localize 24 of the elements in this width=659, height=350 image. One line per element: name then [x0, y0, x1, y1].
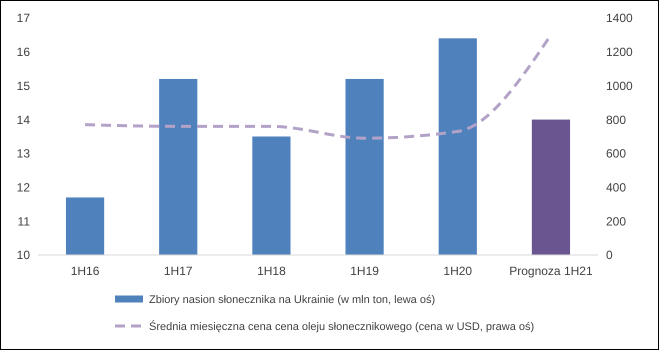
x-tick-label: Prognoza 1H21: [509, 264, 593, 278]
y-tick-label: 13: [16, 146, 30, 161]
x-tick-label: 1H17: [164, 264, 193, 278]
y2-tick-label: 800: [606, 112, 626, 127]
y2-tick-label: 1200: [606, 45, 634, 60]
y2-tick-label: 1400: [606, 11, 634, 26]
x-tick-label: 1H16: [70, 264, 100, 278]
y2-tick-label: 0: [606, 248, 613, 262]
legend-label: Średnia miesięczna cena cena oleju słonecznikowego (cena w USD, prawa oś): [149, 320, 534, 333]
y2-tick-label: 400: [606, 180, 626, 194]
y-tick-label: 10: [16, 248, 30, 262]
y2-tick-label: 600: [606, 146, 626, 161]
y-tick-label: 11: [18, 214, 30, 228]
x-tick-label: 1H19: [350, 264, 380, 278]
y-tick-label: 15: [16, 78, 30, 93]
x-tick-label: 1H18: [257, 264, 286, 278]
y-tick-label: 17: [16, 11, 30, 26]
y-tick-label: 12: [16, 180, 30, 194]
y-tick-label: 14: [16, 112, 30, 127]
legend-label: Zbiory nasion słonecznika na Ukrainie (w mln ton, lewa oś): [149, 294, 436, 306]
y2-tick-label: 1000: [606, 78, 634, 93]
y2-tick-label: 200: [606, 214, 626, 228]
x-tick-label: 1H20: [443, 264, 472, 278]
y-tick-label: 16: [16, 45, 30, 60]
